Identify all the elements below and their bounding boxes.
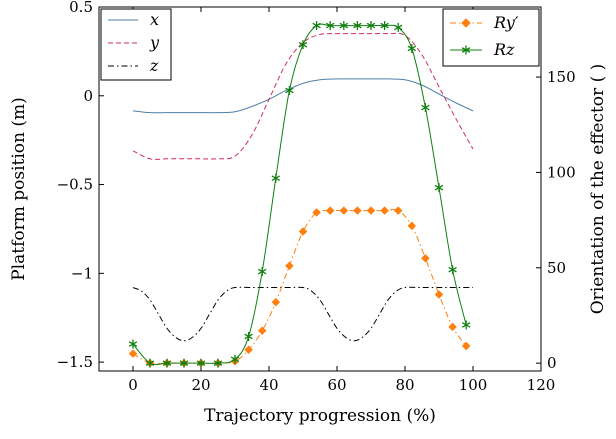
data-point-rz xyxy=(179,358,189,368)
data-point-rz xyxy=(213,358,223,368)
data-point-rz xyxy=(434,183,444,193)
data-point-rz xyxy=(407,43,417,53)
y-left-tick-label: −0.5 xyxy=(57,176,93,194)
data-point-rz xyxy=(312,21,321,31)
y-right-tick-label: 100 xyxy=(547,163,576,181)
legend-label: y xyxy=(149,33,160,52)
data-point-rz xyxy=(298,40,308,50)
x-tick-label: 60 xyxy=(327,376,346,394)
legend-marker xyxy=(461,18,471,28)
data-point-rz xyxy=(271,173,281,183)
data-point-ry xyxy=(285,261,294,271)
data-point-ry xyxy=(312,208,321,217)
x-tick-label: 100 xyxy=(459,376,488,394)
legend-label: z xyxy=(149,56,159,75)
legend-marker xyxy=(461,45,471,55)
y-axis-right-label: Orientation of the effector ( ) xyxy=(588,64,608,315)
data-point-ry xyxy=(244,345,253,355)
x-tick-label: 40 xyxy=(259,376,278,394)
data-point-ry xyxy=(353,206,362,215)
data-point-rz xyxy=(421,103,430,113)
data-point-rz xyxy=(366,21,376,31)
data-point-rz xyxy=(230,354,240,364)
data-point-rz xyxy=(128,339,138,349)
data-point-ry xyxy=(407,221,417,231)
y-right-tick-label: 50 xyxy=(547,259,566,277)
data-point-ry xyxy=(271,297,281,307)
legend-label: x xyxy=(150,10,159,29)
data-point-ry xyxy=(461,341,471,351)
data-point-ry xyxy=(380,206,389,215)
data-point-rz xyxy=(162,358,172,368)
data-point-ry xyxy=(325,206,335,215)
series-line-x xyxy=(132,78,474,114)
data-point-rz xyxy=(339,21,349,31)
x-tick-label: 120 xyxy=(527,376,556,394)
data-point-ry xyxy=(393,206,403,215)
data-point-ry xyxy=(257,326,267,336)
y-left-tick-label: −1 xyxy=(71,264,93,282)
y-right-tick-label: 0 xyxy=(547,354,557,372)
x-tick-label: 20 xyxy=(191,376,210,394)
data-point-rz xyxy=(448,265,457,275)
x-tick-label: 80 xyxy=(395,376,414,394)
y-left-tick-label: −1.5 xyxy=(57,353,93,371)
data-point-rz xyxy=(461,320,471,330)
data-point-rz xyxy=(393,22,403,32)
data-point-rz xyxy=(244,331,253,341)
x-axis-label: Trajectory progression (%) xyxy=(204,406,436,426)
data-point-ry xyxy=(434,290,444,299)
data-point-ry xyxy=(298,227,308,236)
plot-frame xyxy=(98,6,542,372)
data-point-ry xyxy=(366,206,376,215)
data-point-rz xyxy=(285,85,294,95)
data-point-ry xyxy=(128,349,138,358)
data-point-ry xyxy=(448,322,457,332)
x-tick-label: 0 xyxy=(128,376,138,394)
series-line-y xyxy=(132,32,474,160)
series-line-z xyxy=(132,286,473,342)
y-left-tick-label: 0.5 xyxy=(69,0,93,16)
legend-left: xyz xyxy=(100,8,172,81)
y-right-tick-label: 150 xyxy=(547,68,576,86)
data-point-rz xyxy=(380,21,389,31)
data-point-rz xyxy=(257,267,267,277)
data-point-rz xyxy=(325,21,335,31)
y-left-tick-label: 0 xyxy=(83,87,93,105)
legend-label: Ry′ xyxy=(493,13,519,32)
data-point-ry xyxy=(421,253,430,263)
legend-label: Rz xyxy=(493,40,515,59)
legend-right: Ry′ Rz xyxy=(442,8,540,67)
data-point-rz xyxy=(145,358,155,368)
data-point-rz xyxy=(196,358,206,368)
y-axis-left-label: Platform position (m) xyxy=(9,97,29,281)
data-point-rz xyxy=(353,21,362,31)
data-point-ry xyxy=(339,206,349,215)
